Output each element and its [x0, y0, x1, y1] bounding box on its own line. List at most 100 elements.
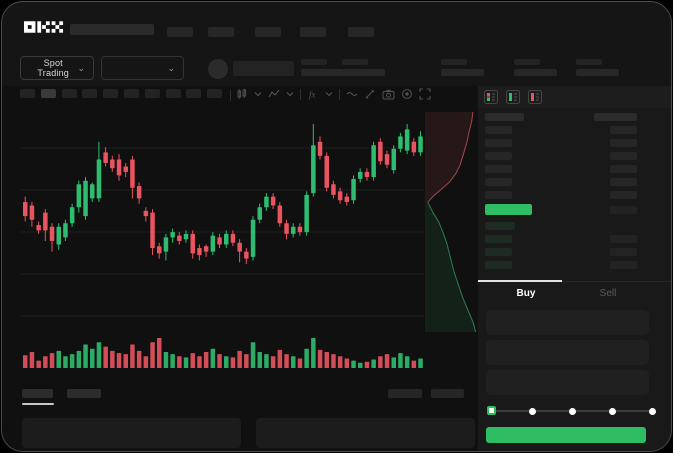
timeframe-button[interactable]: [186, 89, 202, 98]
chevron-down-icon[interactable]: [286, 90, 294, 98]
last-price-bar[interactable]: [485, 204, 532, 215]
tab-sell[interactable]: Sell: [599, 288, 617, 299]
candles-icon[interactable]: [236, 88, 248, 100]
book-split-icon[interactable]: [484, 90, 498, 104]
svg-text:fx: fx: [309, 90, 316, 100]
chart-style-icon[interactable]: [268, 88, 280, 100]
ask-price-placeholder[interactable]: [485, 191, 512, 199]
okx-logo[interactable]: [24, 20, 64, 34]
orderbook-toolbar-bg: [478, 86, 671, 108]
compare-icon[interactable]: [346, 89, 358, 99]
ask-price-placeholder[interactable]: [485, 139, 512, 147]
book-header-placeholder: [485, 113, 524, 121]
bid-amount-placeholder[interactable]: [610, 235, 637, 243]
nav-item[interactable]: [167, 27, 193, 37]
market-selector-button[interactable]: Spot Trading ⌄: [20, 56, 94, 80]
amount-input[interactable]: [486, 340, 649, 365]
stat-value-placeholder: [576, 69, 619, 76]
indicator-icon[interactable]: fx: [307, 88, 319, 100]
timeframe-button[interactable]: [82, 89, 98, 98]
camera-icon[interactable]: [382, 89, 395, 100]
orderbook-panel: Buy Sell: [478, 86, 671, 451]
toolbar-divider: [230, 90, 231, 101]
book-asks-icon[interactable]: [528, 90, 542, 104]
bid-price-placeholder[interactable]: [485, 235, 512, 243]
stat-label-placeholder: [441, 59, 467, 65]
bottom-tab[interactable]: [67, 389, 101, 398]
ask-amount-placeholder[interactable]: [610, 165, 637, 173]
settings-icon[interactable]: [401, 88, 413, 100]
toolbar-divider: [300, 88, 301, 100]
timeframe-button[interactable]: [124, 89, 139, 98]
timeframe-button[interactable]: [40, 89, 56, 98]
chevron-down-icon[interactable]: [325, 90, 333, 98]
book-bids-icon[interactable]: [506, 90, 520, 104]
nav-item[interactable]: [300, 27, 326, 37]
ask-price-placeholder[interactable]: [485, 152, 512, 160]
ask-amount-placeholder[interactable]: [610, 139, 637, 147]
draw-icon[interactable]: [364, 88, 376, 100]
bid-price-placeholder[interactable]: [485, 222, 515, 230]
bottom-panel: [22, 418, 241, 448]
chart-tool-icons: fx: [236, 88, 431, 100]
slider-stop[interactable]: [487, 406, 496, 415]
timeframe-button[interactable]: [20, 89, 35, 98]
ask-amount-placeholder[interactable]: [610, 178, 637, 186]
total-input[interactable]: [486, 370, 649, 395]
buy-submit-button[interactable]: [486, 427, 646, 443]
bid-price-placeholder[interactable]: [485, 248, 512, 256]
bottom-tab[interactable]: [22, 389, 53, 398]
bottom-action[interactable]: [388, 389, 422, 398]
nav-item[interactable]: [208, 27, 234, 37]
ask-amount-placeholder[interactable]: [610, 152, 637, 160]
volume-chart: [23, 338, 423, 368]
slider-stop[interactable]: [648, 407, 656, 415]
chevron-down-icon[interactable]: [254, 90, 262, 98]
active-tab-underline: [22, 403, 54, 405]
timeframe-button[interactable]: [61, 89, 77, 98]
timeframe-button[interactable]: [207, 89, 223, 98]
ask-amount-placeholder[interactable]: [610, 126, 637, 134]
depth-chart[interactable]: [425, 112, 480, 332]
okx-logo-icon: [24, 21, 64, 33]
ask-price-placeholder[interactable]: [485, 126, 512, 134]
ask-price-placeholder[interactable]: [485, 178, 512, 186]
logo-extension-placeholder: [70, 24, 154, 35]
price-row-amount-placeholder: [610, 206, 637, 214]
timeframe-button[interactable]: [103, 89, 119, 98]
ask-price-placeholder[interactable]: [485, 165, 512, 173]
stat-value-placeholder: [441, 69, 484, 76]
market-selector-label: Spot Trading: [37, 58, 70, 78]
fullscreen-icon[interactable]: [419, 88, 431, 100]
stat-value-placeholder: [342, 69, 385, 76]
tab-buy[interactable]: Buy: [516, 288, 536, 299]
timeframe-button[interactable]: [144, 89, 160, 98]
stat-label-placeholder: [514, 59, 540, 65]
bid-amount-placeholder[interactable]: [610, 248, 637, 256]
bottom-panel: [256, 418, 475, 448]
candlestick-chart[interactable]: [20, 112, 424, 334]
coin-avatar: [208, 59, 228, 79]
slider-stop[interactable]: [528, 407, 536, 415]
bid-price-placeholder[interactable]: [485, 261, 512, 269]
ask-amount-placeholder[interactable]: [610, 191, 637, 199]
nav-item[interactable]: [348, 27, 374, 37]
slider-stop[interactable]: [568, 407, 576, 415]
nav-item[interactable]: [255, 27, 281, 37]
price-input[interactable]: [486, 310, 649, 335]
pair-selector-dropdown[interactable]: ⌄: [101, 56, 184, 80]
stat-label-placeholder: [576, 59, 602, 65]
stat-label-placeholder: [342, 59, 368, 65]
pair-name-placeholder: [233, 61, 294, 76]
book-header-placeholder: [594, 113, 637, 121]
bottom-action[interactable]: [431, 389, 464, 398]
timeframe-button[interactable]: [165, 89, 181, 98]
chevron-down-icon: ⌄: [167, 62, 175, 73]
bid-amount-placeholder[interactable]: [610, 261, 637, 269]
toolbar-divider: [339, 88, 340, 100]
chevron-down-icon: ⌄: [77, 62, 85, 73]
slider-stop[interactable]: [608, 407, 616, 415]
stat-label-placeholder: [301, 59, 327, 65]
stat-value-placeholder: [301, 69, 344, 76]
